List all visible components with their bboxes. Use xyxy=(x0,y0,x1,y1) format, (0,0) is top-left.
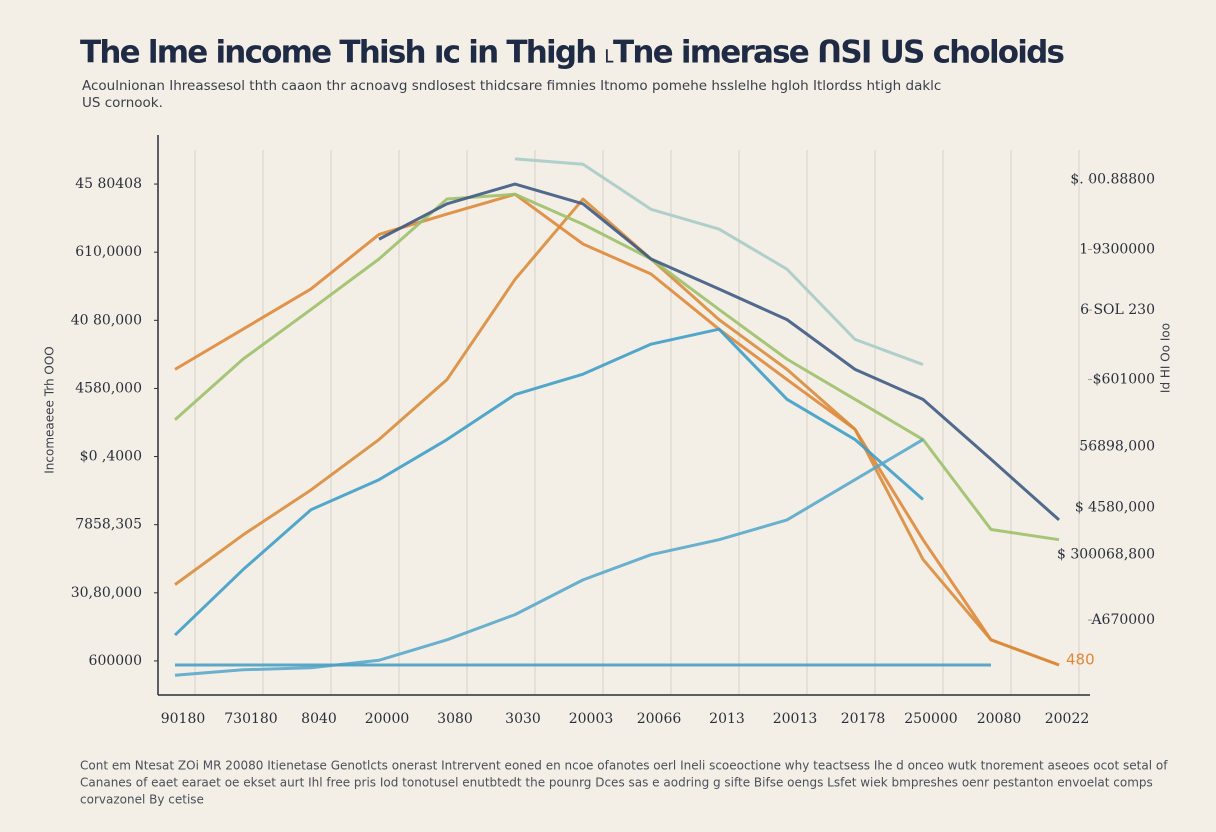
chart-title: The lme income Thish ıc in Thigh ˪Tne im… xyxy=(80,35,1065,71)
y2-tick-label: $601000 xyxy=(1093,372,1155,388)
footnote: Cont em Ntesat ZOi MR 20080 Itienetase G… xyxy=(80,759,1168,773)
x-tick-label: 20178 xyxy=(841,711,886,727)
x-tick-label: 20080 xyxy=(977,711,1022,727)
line-series xyxy=(174,438,924,677)
y-tick-label: 7858,305 xyxy=(75,517,142,533)
y-tick-label: 30,80,000 xyxy=(71,585,142,601)
y2-tick-label: $ 300068,800 xyxy=(1057,547,1155,563)
line-series xyxy=(174,192,1060,542)
x-tick-label: 250000 xyxy=(904,711,957,727)
line-series xyxy=(378,182,1060,522)
subtitle: Acoulnionan Ihreassesol thth caaon thr a… xyxy=(82,78,941,94)
y2-tick-label: 56898,000 xyxy=(1079,438,1155,454)
x-tick-label: 20066 xyxy=(637,711,682,727)
y-tick-label: 610,0000 xyxy=(75,244,142,260)
x-tick-label: 2013 xyxy=(709,711,745,727)
line-series xyxy=(174,197,1060,667)
x-tick-label: 730180 xyxy=(224,711,277,727)
x-tick-label: 20003 xyxy=(569,711,614,727)
x-tick-label: 3030 xyxy=(505,711,541,727)
y-axis-label: Incomeaeee Trh OOO xyxy=(43,346,57,474)
subtitle: US cornook. xyxy=(82,95,163,111)
y-tick-label: $0 ,4000 xyxy=(80,449,142,465)
y2-tick-label: A670000 xyxy=(1090,612,1155,628)
y-tick-label: 4580,000 xyxy=(75,380,142,396)
y2-tick-label: 1 9300000 xyxy=(1079,241,1155,257)
x-tick-label: 8040 xyxy=(301,711,337,727)
y-tick-label: 40 80,000 xyxy=(71,312,142,328)
line-series xyxy=(514,157,924,367)
x-tick-label: 20013 xyxy=(773,711,818,727)
y2-axis-label: Id HI Oo Ioo xyxy=(1159,323,1173,393)
x-tick-label: 90180 xyxy=(161,711,206,727)
y-tick-label: 45 80408 xyxy=(75,176,142,192)
y2-tick-label: 6 SOL 230 xyxy=(1080,302,1155,318)
line-series xyxy=(173,327,924,637)
footnote: Cananes of eaet earaet oe ekset aurt Ihl… xyxy=(80,776,1153,790)
footnote: corvazonel By cetise xyxy=(80,793,204,807)
annotation: 480 xyxy=(1066,651,1095,669)
y2-tick-label: $ 4580,000 xyxy=(1075,500,1155,516)
line-series xyxy=(174,192,1060,667)
x-tick-label: 20022 xyxy=(1045,711,1090,727)
y-tick-label: 600000 xyxy=(89,653,142,669)
x-tick-label: 20000 xyxy=(365,711,410,727)
x-tick-label: 3080 xyxy=(437,711,473,727)
y2-tick-label: $. 00.88800 xyxy=(1070,171,1155,187)
